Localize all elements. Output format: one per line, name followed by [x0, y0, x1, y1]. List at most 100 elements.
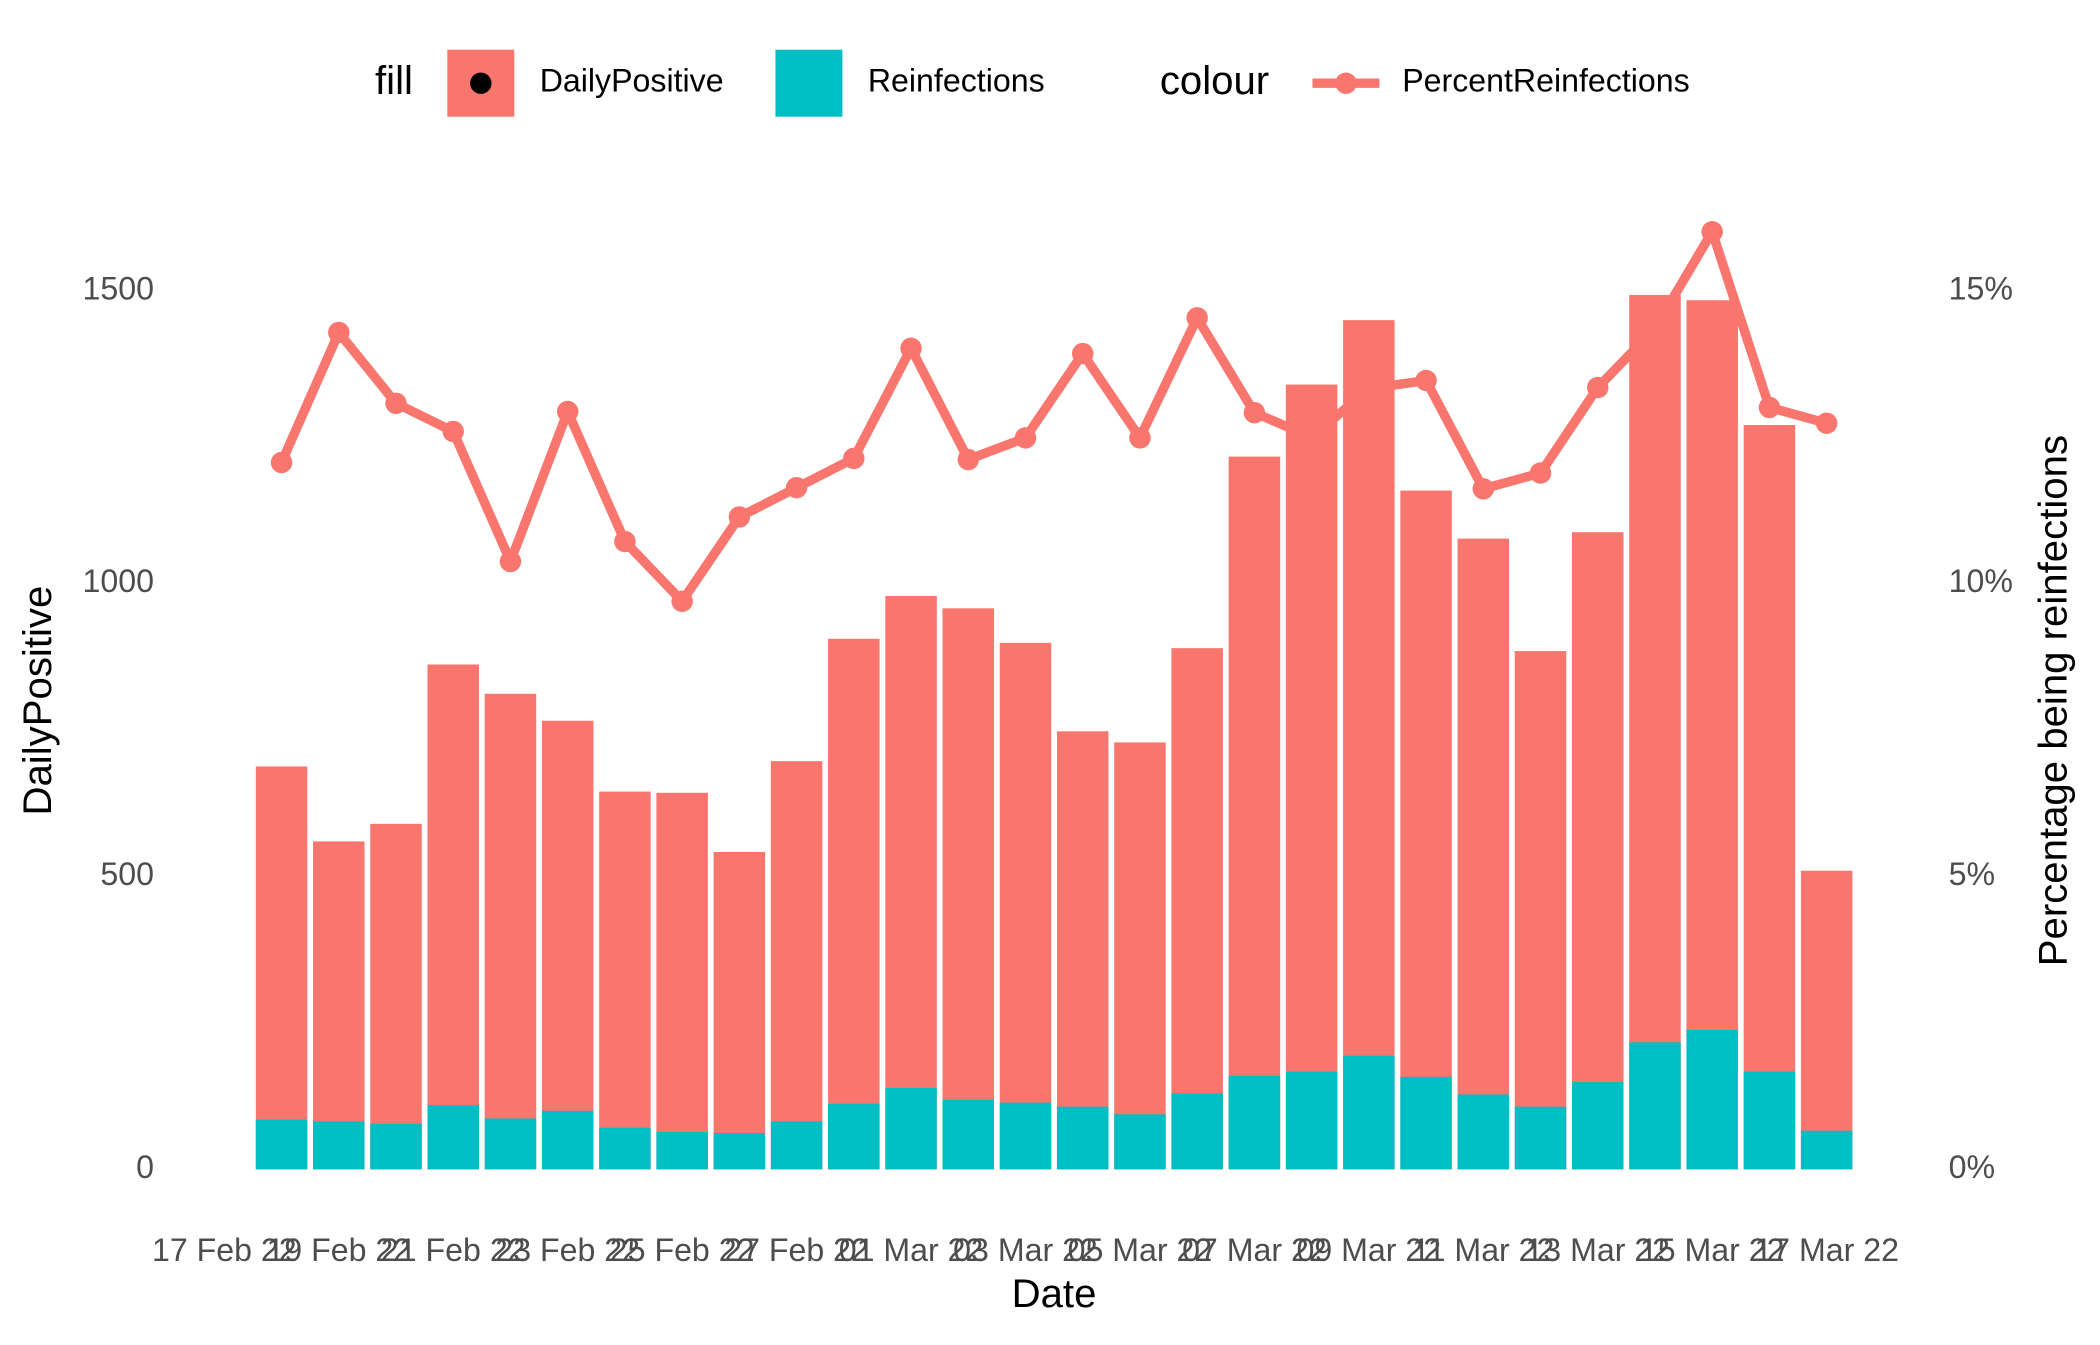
- bar: [770, 761, 823, 1170]
- y-tick-label: 0: [136, 1149, 154, 1185]
- line-point: [1186, 307, 1208, 329]
- line-point: [1529, 462, 1552, 484]
- bar: [255, 766, 308, 1170]
- bar: [828, 1103, 880, 1170]
- bar: [1743, 1071, 1796, 1170]
- bar: [1629, 294, 1681, 1170]
- bar: [1114, 1114, 1166, 1170]
- line-point: [1072, 342, 1094, 365]
- line-layer: [270, 221, 1838, 612]
- bar: [1686, 1029, 1738, 1170]
- line-point: [671, 590, 693, 612]
- y2-axis-title: Percentage being reinfections: [2030, 435, 2075, 966]
- bar: [599, 1127, 651, 1170]
- bar: [427, 664, 479, 1170]
- bar: [484, 1118, 537, 1170]
- legend-label: DailyPositive: [540, 63, 724, 99]
- bar: [1457, 538, 1510, 1170]
- line-point: [442, 420, 464, 443]
- bar: [1800, 1130, 1853, 1170]
- line-point: [957, 448, 979, 471]
- bar: [713, 1133, 766, 1170]
- x-tick-label: 01 Mar 22: [839, 1232, 984, 1268]
- bar: [885, 1087, 937, 1170]
- y2-tick-label: 10%: [1949, 563, 2013, 599]
- bar: [942, 1099, 995, 1170]
- x-tick-label: 07 Mar 22: [1182, 1232, 1327, 1268]
- x-axis-title: Date: [1012, 1271, 1097, 1316]
- y-tick-label: 1000: [83, 563, 154, 599]
- x-tick-label: 23 Feb 22: [495, 1232, 640, 1268]
- bar: [541, 720, 594, 1170]
- legend-key-dot: [1335, 72, 1357, 94]
- x-tick-label: 17 Feb 22: [152, 1232, 297, 1268]
- line-point: [270, 451, 293, 474]
- x-tick-label: 21 Feb 22: [381, 1232, 526, 1268]
- legend-label: Reinfections: [868, 63, 1045, 99]
- bar: [313, 1121, 365, 1170]
- bar: [1686, 300, 1738, 1170]
- x-tick-label: 15 Mar 22: [1640, 1232, 1785, 1268]
- bar: [1285, 384, 1338, 1170]
- bar: [1514, 1106, 1567, 1170]
- bar: [885, 596, 937, 1170]
- bar: [770, 1121, 823, 1170]
- y-tick-label: 500: [100, 856, 154, 892]
- bar: [942, 608, 995, 1170]
- bar: [1629, 1042, 1681, 1170]
- bar: [1285, 1071, 1338, 1170]
- legend-key-dot: [470, 72, 492, 94]
- bar: [1056, 731, 1109, 1170]
- bar: [427, 1104, 479, 1170]
- bar: [1514, 651, 1567, 1170]
- bar: [1400, 490, 1452, 1170]
- bar: [1343, 320, 1395, 1170]
- legend-label: PercentReinfections: [1402, 63, 1689, 99]
- y2-tick-label: 0%: [1949, 1149, 1995, 1185]
- legend-title: fill: [375, 58, 413, 103]
- bar: [370, 823, 422, 1170]
- line-point: [328, 321, 350, 344]
- line-point: [1587, 376, 1609, 399]
- x-tick-label: 25 Feb 22: [610, 1232, 755, 1268]
- bar: [1171, 648, 1223, 1170]
- bar: [1571, 1082, 1624, 1170]
- line-point: [900, 337, 922, 359]
- bar: [1056, 1106, 1109, 1170]
- x-tick-label: 19 Feb 22: [266, 1232, 411, 1268]
- bar: [656, 792, 708, 1170]
- y-tick-label: 1500: [83, 270, 154, 306]
- bar: [999, 642, 1052, 1170]
- bar: [370, 1123, 422, 1170]
- y2-tick-label: 5%: [1949, 856, 1995, 892]
- bar: [1343, 1055, 1395, 1170]
- line-point: [728, 506, 751, 528]
- bar: [255, 1119, 308, 1170]
- line-point: [1815, 412, 1838, 434]
- bar: [541, 1110, 594, 1170]
- line-point: [1243, 401, 1266, 424]
- line-point: [499, 550, 522, 573]
- bar: [1400, 1076, 1452, 1170]
- bar: [1800, 870, 1853, 1170]
- x-tick-label: 13 Mar 22: [1525, 1232, 1670, 1268]
- x-tick-label: 27 Feb 22: [724, 1232, 869, 1268]
- y-axis-title: DailyPositive: [15, 586, 60, 816]
- line-point: [1129, 427, 1151, 449]
- bar: [599, 791, 651, 1170]
- bar: [1457, 1094, 1510, 1170]
- line-point: [385, 392, 407, 415]
- x-tick-label: 05 Mar 22: [1068, 1232, 1213, 1268]
- x-tick-label: 17 Mar 22: [1754, 1232, 1899, 1268]
- bar: [1743, 424, 1796, 1170]
- line-point: [1472, 478, 1495, 500]
- bar: [1171, 1093, 1223, 1170]
- bar: [1571, 532, 1624, 1170]
- x-tick-label: 11 Mar 22: [1412, 1232, 1554, 1268]
- line-point: [1014, 427, 1037, 449]
- bar: [313, 841, 365, 1170]
- bar: [1228, 456, 1281, 1170]
- legend-key: [775, 49, 843, 117]
- line-point: [843, 447, 865, 470]
